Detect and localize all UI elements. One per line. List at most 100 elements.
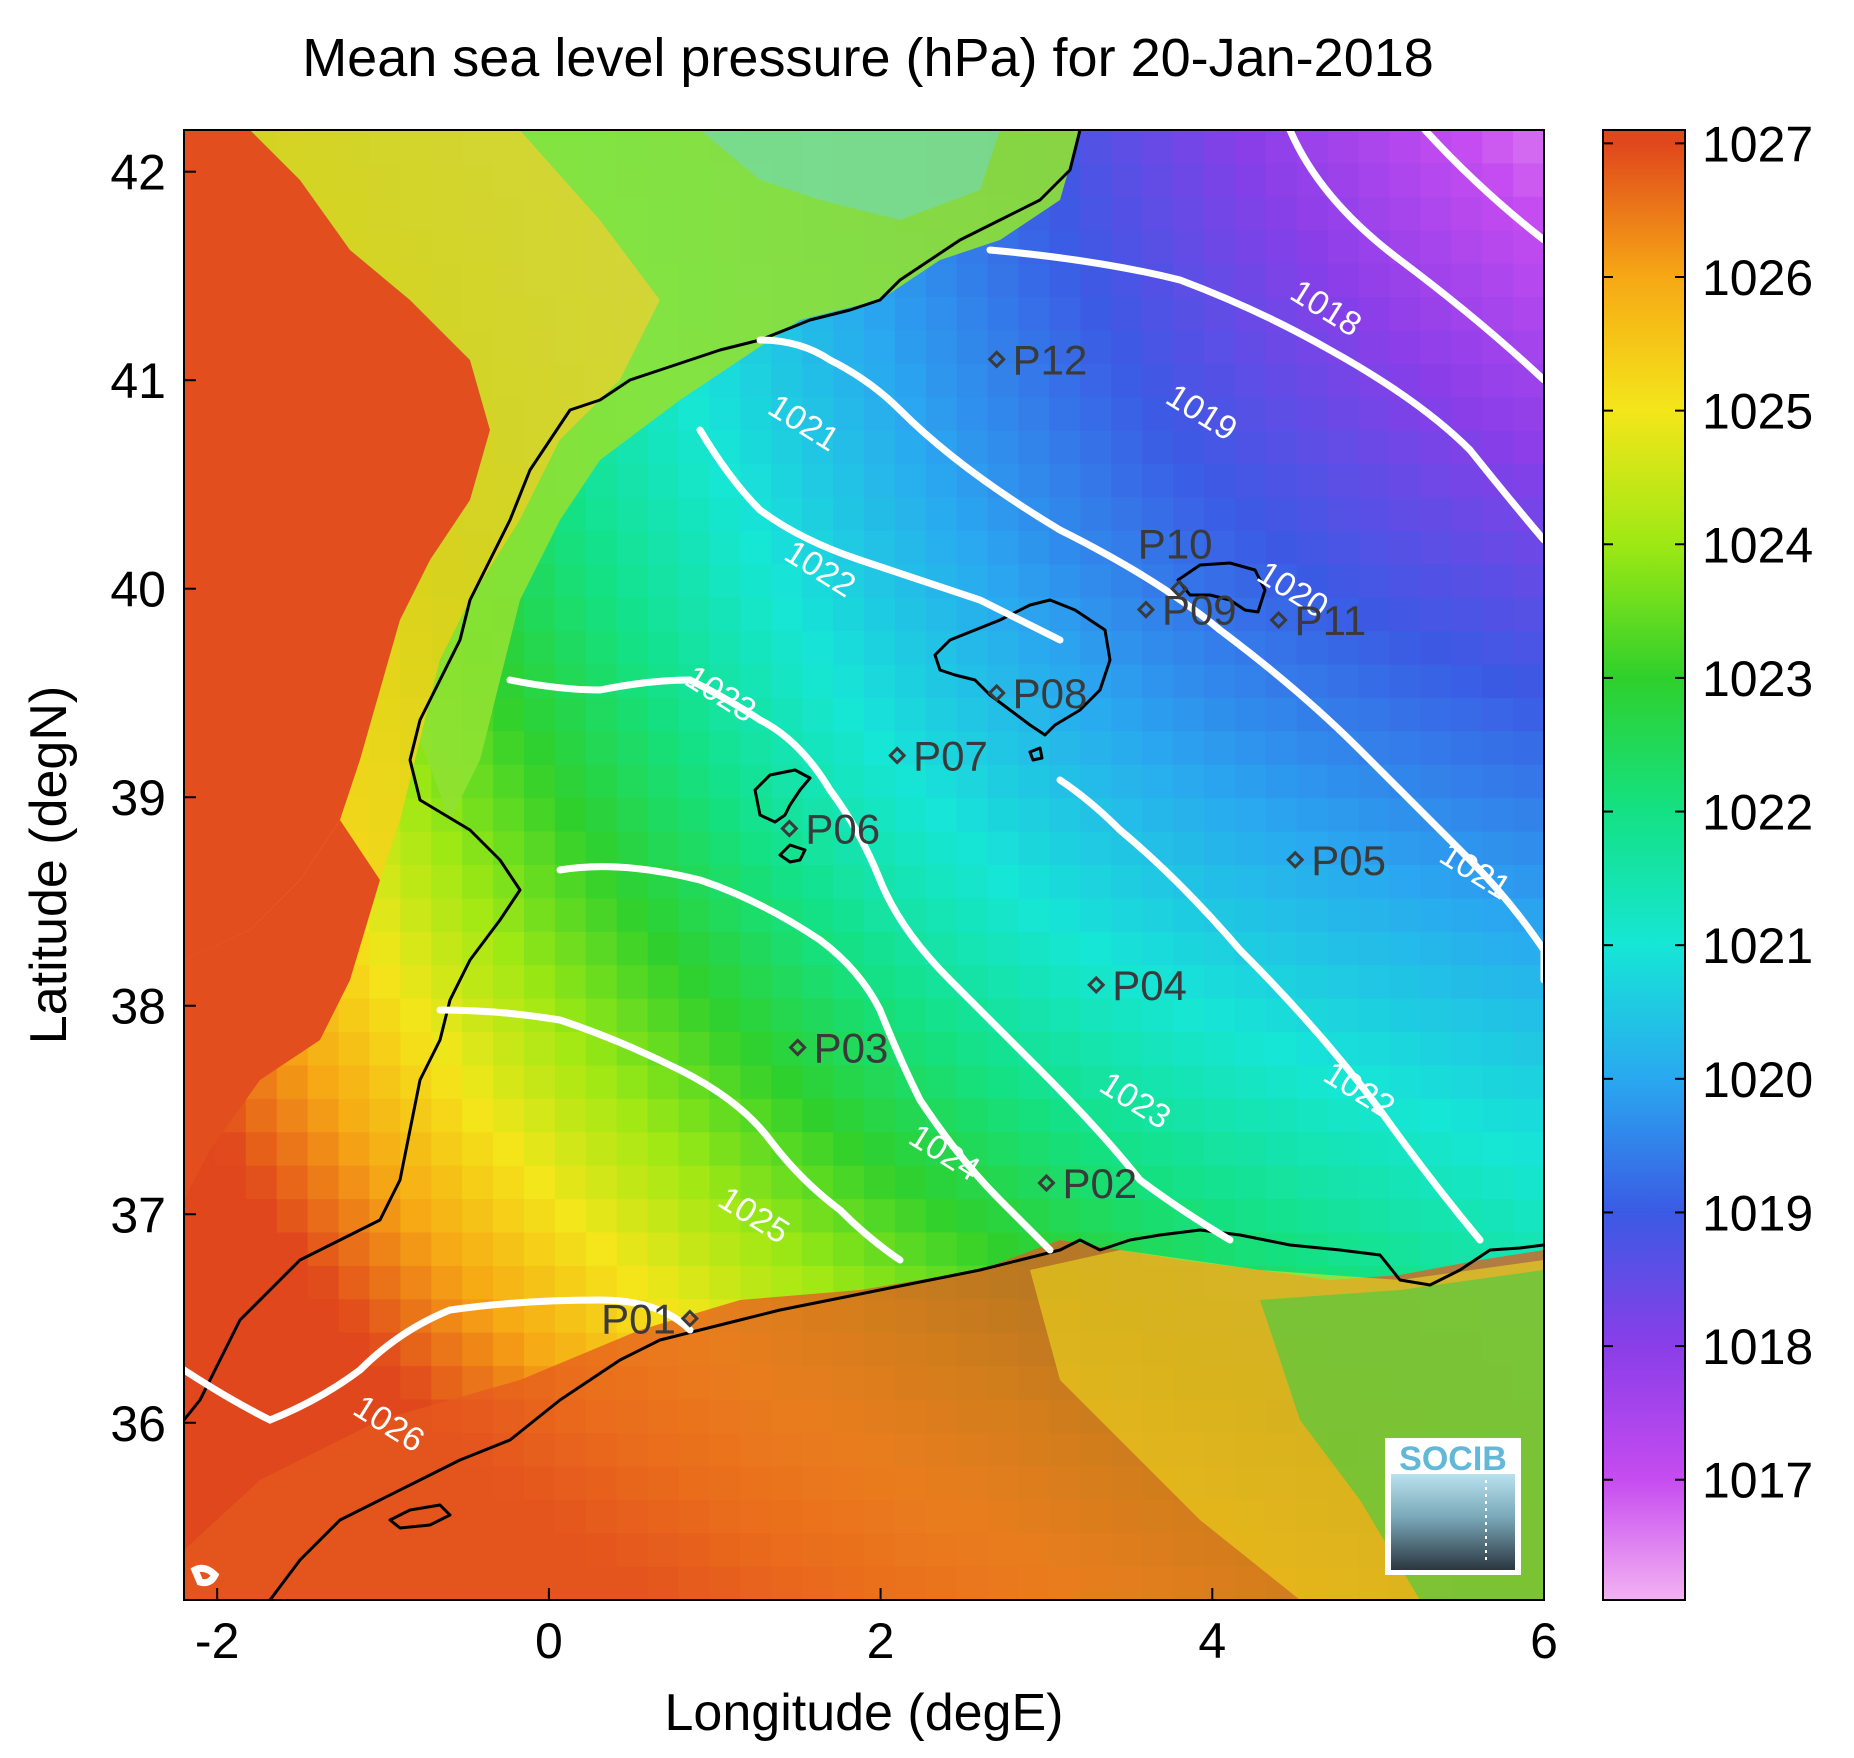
- field-cell: [1513, 764, 1544, 799]
- field-cell: [1420, 297, 1453, 332]
- field-cell: [1358, 497, 1391, 532]
- field-cell: [524, 1165, 556, 1200]
- field-cell: [987, 397, 1020, 432]
- field-cell: [1513, 1199, 1544, 1234]
- field-cell: [616, 1165, 649, 1200]
- field-cell: [616, 764, 649, 799]
- field-cell: [1204, 163, 1236, 198]
- field-cell: [524, 1065, 556, 1100]
- field-cell: [1265, 530, 1298, 566]
- field-cell: [1358, 764, 1391, 799]
- field-cell: [833, 898, 865, 933]
- field-cell: [1451, 664, 1483, 699]
- field-cell: [585, 831, 618, 866]
- field-cell: [1358, 464, 1391, 499]
- north-africa-coastline: [268, 1228, 1544, 1600]
- field-cell: [431, 1232, 463, 1267]
- station-label: P10: [1138, 521, 1213, 568]
- field-cell: [987, 998, 1020, 1033]
- field-cell: [431, 1265, 463, 1301]
- field-cell: [925, 731, 958, 766]
- field-cell: [1482, 631, 1514, 666]
- field-cell: [493, 965, 525, 1000]
- field-cell: [400, 1332, 433, 1367]
- field-cell: [802, 898, 834, 933]
- field-cell: [1389, 731, 1422, 766]
- field-cell: [1018, 1165, 1051, 1200]
- field-cell: [1234, 397, 1267, 432]
- field-cell: [1234, 130, 1267, 165]
- field-cell: [1080, 931, 1113, 967]
- field-cell: [1482, 597, 1514, 632]
- field-cell: [864, 597, 896, 632]
- isobar-1020: [986, 246, 1544, 544]
- field-cell: [1234, 798, 1267, 833]
- field-cell: [987, 1065, 1020, 1100]
- field-cell: [1482, 564, 1514, 599]
- station-marker: [1087, 975, 1106, 995]
- field-cell: [740, 931, 773, 967]
- field-cell: [1358, 597, 1391, 632]
- field-cell: [493, 931, 525, 967]
- field-cell: [987, 764, 1020, 799]
- field-cell: [1451, 731, 1483, 766]
- field-cell: [1327, 530, 1360, 566]
- field-cell: [1296, 497, 1329, 532]
- field-cell: [802, 998, 834, 1033]
- field-cell: [894, 530, 927, 566]
- field-cell: [740, 1032, 773, 1067]
- field-cell: [431, 1098, 463, 1134]
- colorbar-tick-label: 1027: [1702, 116, 1813, 172]
- field-cell: [1173, 1132, 1205, 1167]
- field-cell: [431, 1199, 463, 1234]
- field-cell: [1358, 1165, 1391, 1200]
- field-cell: [1234, 163, 1267, 198]
- field-cell: [585, 1232, 618, 1267]
- field-cell: [1265, 1032, 1298, 1067]
- field-cell: [1513, 965, 1544, 1000]
- field-cell: [987, 965, 1020, 1000]
- field-cell: [1451, 998, 1483, 1033]
- field-cell: [956, 731, 989, 766]
- field-cell: [1111, 430, 1143, 465]
- field-cell: [956, 530, 989, 566]
- catalonia-land: [420, 130, 1080, 820]
- field-cell: [647, 965, 680, 1000]
- colorbar-tick-label: 1019: [1702, 1185, 1813, 1241]
- station-label: P09: [1162, 587, 1237, 634]
- field-cell: [956, 798, 989, 833]
- field-cell: [1420, 664, 1453, 699]
- field-cell: [1358, 397, 1391, 432]
- field-cell: [833, 597, 865, 632]
- field-cell: [616, 898, 649, 933]
- field-cell: [1204, 731, 1236, 766]
- field-cell: [616, 1098, 649, 1134]
- y-axis-label: Latitude (degN): [20, 686, 78, 1044]
- field-cell: [740, 597, 773, 632]
- field-cell: [369, 1366, 402, 1401]
- station-p08: P08: [987, 670, 1087, 717]
- field-cell: [1111, 731, 1143, 766]
- field-cell: [925, 1165, 958, 1200]
- field-cell: [1482, 697, 1514, 733]
- field-cell: [802, 1132, 834, 1167]
- field-cell: [554, 1165, 587, 1200]
- field-cell: [400, 1165, 433, 1200]
- field-cell: [1049, 1199, 1082, 1234]
- field-cell: [1358, 1032, 1391, 1067]
- field-cell: [307, 1098, 340, 1134]
- field-cell: [1173, 731, 1205, 766]
- y-tick-label: 40: [110, 562, 166, 618]
- field-cell: [740, 397, 773, 432]
- field-cell: [709, 931, 742, 967]
- field-cell: [1296, 464, 1329, 499]
- field-cell: [1265, 865, 1298, 900]
- chart-title: Mean sea level pressure (hPa) for 20-Jan…: [302, 28, 1434, 88]
- field-cell: [214, 1299, 247, 1334]
- field-cell: [493, 1165, 525, 1200]
- field-cell: [802, 631, 834, 666]
- field-cell: [802, 697, 834, 733]
- field-cell: [1296, 297, 1329, 332]
- field-cell: [1296, 865, 1329, 900]
- field-cell: [1234, 464, 1267, 499]
